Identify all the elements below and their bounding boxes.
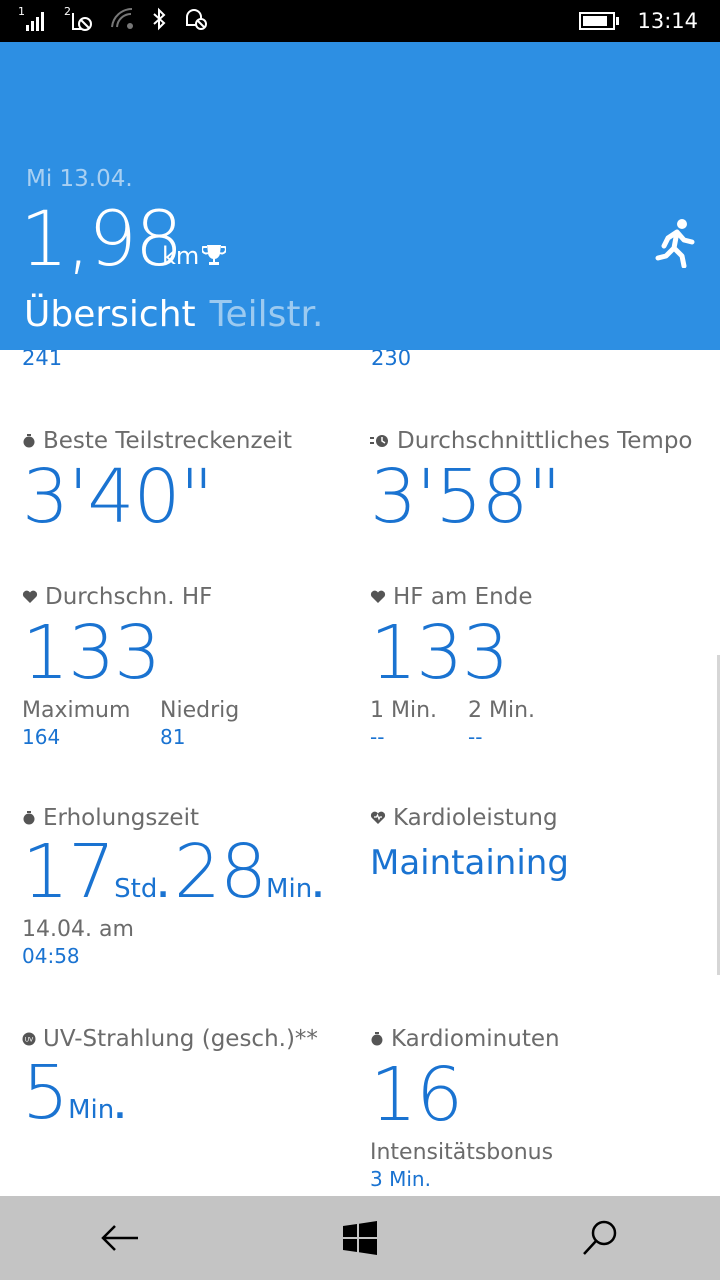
recovery-hours: 17 — [22, 829, 115, 915]
tab-splits[interactable]: Teilstr. — [209, 294, 324, 335]
distance-unit: km — [162, 242, 200, 270]
tab-bar: Übersicht Teilstr. — [24, 294, 323, 335]
unit-dot: . — [114, 1091, 126, 1126]
tab-overview[interactable]: Übersicht — [24, 294, 196, 335]
cardio-label: Kardioleistung — [393, 805, 558, 831]
cardio-minutes-tile: Kardiominuten 16 Intensitätsbonus 3 Min. — [370, 1026, 700, 1191]
cardio-minutes-label: Kardiominuten — [391, 1026, 560, 1052]
start-button[interactable] — [330, 1208, 390, 1268]
cardio-tile: Kardioleistung Maintaining — [370, 805, 700, 883]
stats-content[interactable]: 241 230 Beste Teilstreckenzeit 3'40" Dur… — [0, 350, 720, 1196]
activity-date: Mi 13.04. — [26, 166, 133, 192]
signal-sim1-icon: 1 — [18, 5, 48, 33]
hr-1min-value: -- — [370, 725, 385, 749]
best-split-value: 3'40" — [22, 454, 214, 540]
back-button[interactable] — [90, 1208, 150, 1268]
best-split-label: Beste Teilstreckenzeit — [43, 428, 293, 454]
partial-value-right: 230 — [371, 350, 412, 370]
wifi-icon — [110, 7, 136, 35]
runner-icon[interactable] — [654, 218, 696, 272]
max-hr-label: Maximum — [22, 698, 131, 723]
heart-icon — [370, 590, 386, 604]
quiet-hours-icon — [182, 7, 208, 35]
scrollbar[interactable] — [717, 655, 720, 975]
hr-end-label: HF am Ende — [393, 584, 533, 610]
battery-icon — [579, 12, 620, 30]
status-bar: 1 2 13:14 — [0, 0, 720, 42]
signal-sim2-icon: 2 — [64, 5, 94, 33]
activity-header: Mi 13.04. 1,98 km Übersicht Teilstr. — [0, 42, 720, 350]
avg-hr-label: Durchschn. HF — [45, 584, 213, 610]
recovery-minutes: 28 — [173, 829, 267, 915]
recovery-hours-unit: Std — [114, 874, 158, 904]
hr-1min-label: 1 Min. — [370, 698, 438, 723]
bluetooth-icon — [152, 7, 166, 35]
hr-2min-value: -- — [468, 725, 483, 749]
stopwatch-icon — [22, 811, 36, 825]
stopwatch-icon — [22, 434, 36, 448]
unit-dot: . — [157, 870, 169, 905]
trophy-icon — [201, 242, 227, 272]
sim1-label: 1 — [18, 5, 25, 18]
max-hr-value: 164 — [22, 725, 61, 749]
clock: 13:14 — [637, 9, 698, 33]
uv-tile: UV UV-Strahlung (gesch.)** 5Min. — [22, 1026, 352, 1130]
cardio-minutes-value: 16 — [370, 1052, 463, 1138]
search-icon — [583, 1220, 617, 1255]
intensity-bonus-value: 3 Min. — [370, 1167, 431, 1191]
hr-end-value: 133 — [370, 610, 509, 696]
hr-2min-label: 2 Min. — [468, 698, 536, 723]
hr-end-tile: HF am Ende 133 1 Min. -- 2 Min. -- — [370, 584, 690, 758]
uv-value: 5 — [22, 1050, 69, 1136]
sim2-label: 2 — [64, 5, 71, 18]
pace-clock-icon — [370, 434, 390, 448]
avg-pace-tile: Durchschnittliches Tempo 3'58" — [370, 428, 693, 534]
low-hr-label: Niedrig — [160, 698, 240, 723]
back-arrow-icon — [101, 1225, 138, 1251]
distance-value: 1,98 — [20, 194, 183, 283]
recovery-minutes-unit: Min — [266, 874, 313, 904]
uv-label: UV-Strahlung (gesch.)** — [43, 1026, 318, 1052]
low-hr-value: 81 — [160, 725, 186, 749]
best-split-tile: Beste Teilstreckenzeit 3'40" — [22, 428, 292, 534]
unit-dot: . — [312, 870, 324, 905]
recovery-tile: Erholungszeit 17Std. 28Min. 14.04. am 04… — [22, 805, 352, 968]
cardio-heart-icon — [370, 811, 386, 825]
stopwatch-icon — [370, 1032, 384, 1046]
partial-value-left: 241 — [22, 350, 63, 370]
recovery-time: 04:58 — [22, 944, 80, 968]
cardio-value: Maintaining — [370, 843, 569, 883]
navigation-bar — [0, 1196, 720, 1280]
uv-icon: UV — [22, 1032, 36, 1046]
windows-icon — [343, 1221, 377, 1255]
avg-pace-value: 3'58" — [370, 454, 562, 540]
recovery-date: 14.04. am — [22, 917, 134, 942]
uv-unit: Min — [68, 1095, 115, 1125]
heart-icon — [22, 590, 38, 604]
avg-hr-tile: Durchschn. HF 133 Maximum 164 Niedrig 81 — [22, 584, 342, 758]
avg-pace-label: Durchschnittliches Tempo — [397, 428, 693, 454]
intensity-bonus-label: Intensitätsbonus — [370, 1140, 554, 1165]
avg-hr-value: 133 — [22, 610, 161, 696]
recovery-label: Erholungszeit — [43, 805, 199, 831]
svg-text:UV: UV — [25, 1037, 34, 1044]
search-button[interactable] — [570, 1208, 630, 1268]
